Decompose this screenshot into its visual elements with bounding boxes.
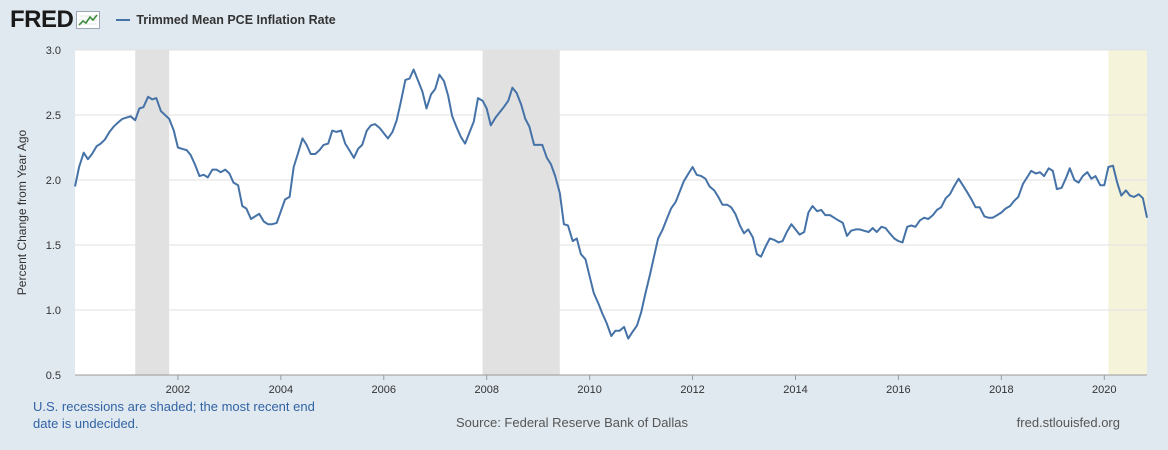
y-tick-label: 1.0: [46, 305, 61, 317]
x-tick-label: 2006: [372, 384, 396, 396]
x-tick-label: 2012: [680, 384, 704, 396]
recession-note: U.S. recessions are shaded; the most rec…: [33, 399, 315, 431]
y-tick-label: 3.0: [46, 45, 61, 57]
x-tick-label: 2004: [269, 384, 293, 396]
fred-logo[interactable]: FRED: [10, 6, 101, 33]
chart-header: FRED Trimmed Mean PCE Inflation Rate: [10, 6, 336, 34]
y-tick-label: 0.5: [46, 370, 61, 382]
fred-url-link[interactable]: fred.stlouisfed.org: [1016, 415, 1120, 430]
x-tick-label: 2018: [989, 384, 1013, 396]
legend-swatch: [116, 19, 131, 21]
y-tick-label: 2.0: [46, 175, 61, 187]
x-tick-label: 2008: [474, 384, 498, 396]
line-chart-icon: [76, 11, 101, 29]
x-tick-label: 2020: [1092, 384, 1116, 396]
fred-logo-text: FRED: [10, 6, 74, 33]
plot-area: [75, 50, 1147, 375]
x-tick-label: 2002: [166, 384, 190, 396]
x-tick-label: 2010: [577, 384, 601, 396]
legend-label[interactable]: Trimmed Mean PCE Inflation Rate: [136, 13, 336, 27]
recession-shade: [135, 50, 170, 375]
recession-shade-undecided: [1108, 50, 1147, 375]
chart-legend: Trimmed Mean PCE Inflation Rate: [116, 13, 336, 27]
y-axis-title: Percent Change from Year Ago: [15, 129, 29, 295]
source-credit: Source: Federal Reserve Bank of Dallas: [456, 415, 688, 430]
recession-shade: [482, 50, 560, 375]
series-line[interactable]: [74, 68, 1148, 340]
y-tick-label: 1.5: [46, 240, 61, 252]
x-tick-label: 2016: [886, 384, 910, 396]
x-tick-label: 2014: [783, 384, 807, 396]
y-tick-label: 2.5: [46, 110, 61, 122]
